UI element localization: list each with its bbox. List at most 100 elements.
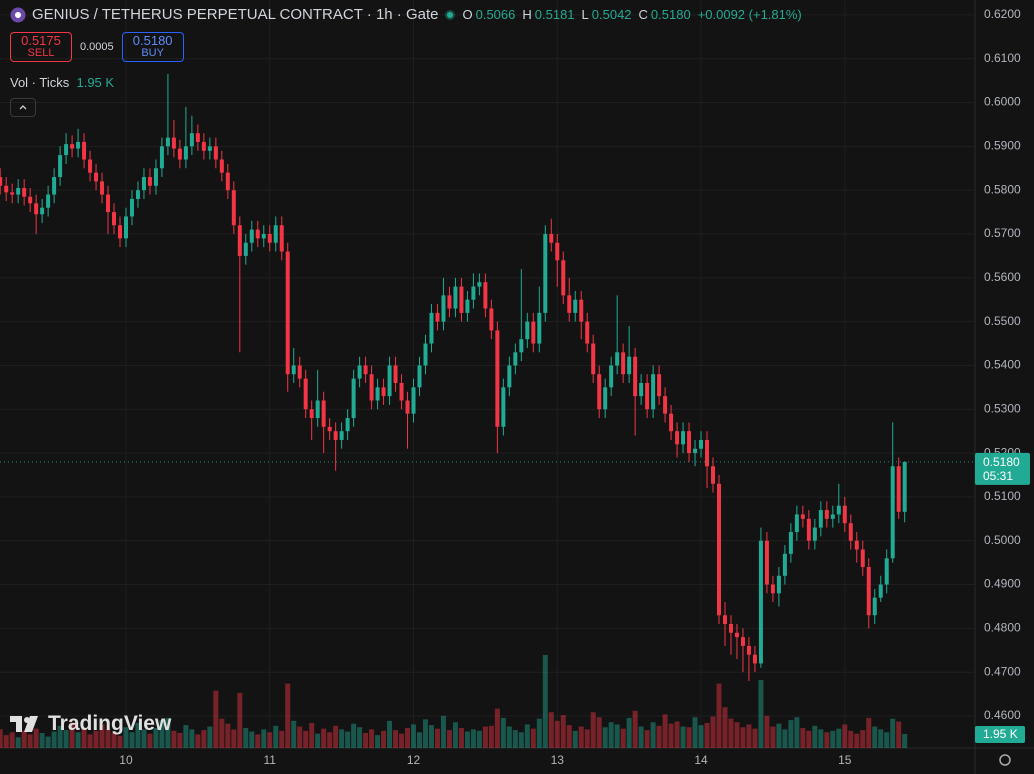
symbol-icon bbox=[10, 7, 26, 22]
candle-body bbox=[866, 567, 871, 616]
candle-body bbox=[471, 286, 476, 300]
volume-bar bbox=[117, 735, 123, 748]
volume-bar bbox=[620, 728, 626, 748]
volume-bar bbox=[255, 734, 261, 748]
volume-bar bbox=[381, 730, 387, 748]
candle-body bbox=[243, 242, 248, 256]
y-tick-label: 0.5800 bbox=[984, 182, 1021, 196]
volume-bar bbox=[321, 728, 327, 748]
volume-bar bbox=[417, 732, 422, 748]
countdown: 05:31 bbox=[983, 469, 1013, 483]
candle-body bbox=[746, 645, 751, 655]
volume-bar bbox=[578, 726, 584, 748]
volume-bar bbox=[189, 729, 195, 748]
watermark-logo bbox=[10, 716, 38, 732]
x-tick-label: 13 bbox=[551, 753, 565, 767]
volume-bar bbox=[309, 722, 315, 748]
volume-bar bbox=[351, 723, 357, 748]
candle-body bbox=[836, 505, 841, 515]
volume-bar bbox=[764, 715, 770, 748]
volume-bar bbox=[375, 735, 381, 748]
volume-bar bbox=[602, 727, 608, 748]
candle-body bbox=[597, 374, 602, 410]
volume-bar bbox=[165, 717, 171, 748]
y-tick-label: 0.6100 bbox=[984, 51, 1021, 65]
volume-bar bbox=[890, 718, 896, 748]
volume-bar bbox=[530, 728, 536, 748]
trade-panel: 0.5175 SELL 0.0005 0.5180 BUY bbox=[10, 32, 184, 62]
candle-body bbox=[147, 177, 152, 186]
sell-button[interactable]: 0.5175 SELL bbox=[10, 32, 72, 62]
volume-bar bbox=[147, 733, 153, 748]
candle-body bbox=[806, 518, 811, 541]
candle-body bbox=[399, 382, 404, 401]
volume-bar bbox=[237, 692, 243, 748]
candle-body bbox=[705, 439, 710, 467]
volume-bar bbox=[243, 727, 249, 748]
candle-body bbox=[100, 181, 105, 195]
candle-body bbox=[818, 510, 823, 528]
candle-body bbox=[561, 260, 566, 296]
candle-body bbox=[429, 312, 434, 344]
buy-label: BUY bbox=[141, 47, 164, 59]
candle-body bbox=[207, 146, 212, 151]
symbol-title[interactable]: GENIUS / TETHERUS PERPETUAL CONTRACT · 1… bbox=[32, 6, 439, 23]
legend-value: 0.5180 bbox=[650, 7, 691, 22]
candle-body bbox=[752, 654, 757, 664]
candle-body bbox=[219, 159, 224, 173]
candle-body bbox=[639, 382, 644, 397]
volume-bar bbox=[357, 727, 363, 748]
volume-bar bbox=[632, 710, 638, 748]
candle-body bbox=[189, 133, 194, 147]
candle-body bbox=[225, 172, 230, 191]
volume-value: 1.95 K bbox=[76, 75, 115, 90]
candle-body bbox=[890, 466, 895, 559]
candle-body bbox=[70, 144, 75, 149]
volume-bar bbox=[261, 729, 267, 748]
volume-bar bbox=[830, 730, 836, 748]
volume-bar bbox=[476, 730, 482, 748]
x-tick-label: 15 bbox=[838, 753, 852, 767]
settings-icon[interactable] bbox=[999, 754, 1011, 766]
volume-bar bbox=[446, 730, 452, 748]
volume-bar bbox=[824, 732, 830, 748]
candle-body bbox=[153, 168, 158, 186]
volume-bar bbox=[333, 725, 339, 748]
volume-bar bbox=[405, 727, 411, 748]
volume-bar bbox=[105, 729, 111, 748]
candle-body bbox=[573, 299, 578, 313]
candle-body bbox=[627, 356, 632, 375]
volume-bar bbox=[345, 731, 351, 748]
volume-bar bbox=[363, 732, 369, 748]
candle-body bbox=[519, 339, 524, 353]
volume-bar bbox=[285, 683, 291, 748]
candle-body bbox=[381, 387, 386, 397]
volume-bar bbox=[183, 725, 189, 748]
y-tick-label: 0.5100 bbox=[984, 489, 1021, 503]
legend-key: C bbox=[638, 7, 648, 22]
collapse-button[interactable] bbox=[10, 98, 36, 117]
candle-body bbox=[345, 418, 350, 432]
volume-bar bbox=[662, 714, 668, 748]
volume-bar bbox=[297, 726, 303, 748]
candle-body bbox=[249, 229, 254, 243]
candle-body bbox=[16, 187, 21, 195]
candle-body bbox=[123, 216, 128, 239]
sell-label: SELL bbox=[27, 47, 55, 59]
buy-button[interactable]: 0.5180 BUY bbox=[121, 32, 184, 62]
candle-body bbox=[633, 356, 638, 397]
volume-bar bbox=[51, 731, 57, 748]
candle-body bbox=[88, 159, 93, 173]
volume-bar bbox=[572, 730, 578, 748]
candle-body bbox=[734, 632, 739, 638]
candle-body bbox=[309, 409, 314, 419]
candle-body bbox=[327, 426, 332, 432]
candle-body bbox=[675, 431, 680, 445]
candle-body bbox=[315, 400, 320, 419]
volume-bar bbox=[584, 729, 590, 748]
candle-body bbox=[711, 466, 716, 484]
candle-body bbox=[405, 400, 410, 414]
volume-bar bbox=[279, 730, 285, 748]
spread: 0.0005 bbox=[80, 41, 114, 53]
